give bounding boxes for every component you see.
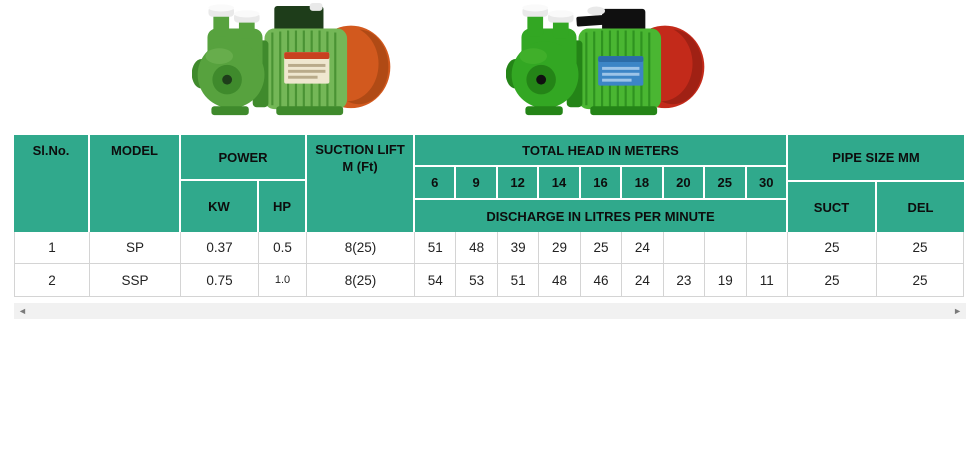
pump-photo-sp xyxy=(192,3,391,116)
header-head-9: 9 xyxy=(456,167,498,198)
cell-discharge-group: 51 48 39 29 25 24 xyxy=(415,232,788,264)
cell-suct: 25 xyxy=(788,232,877,264)
cell-kw: 0.37 xyxy=(181,232,259,264)
cell-discharge-14: 29 xyxy=(539,232,581,264)
cell-del: 25 xyxy=(877,232,964,264)
cell-sl-no: 2 xyxy=(14,264,90,297)
table-header: Sl.No. MODEL POWER KW HP SUCTION LIFT M … xyxy=(14,135,964,232)
cell-discharge-group: 54 53 51 48 46 24 23 19 11 xyxy=(415,264,788,297)
cell-discharge-30 xyxy=(746,232,788,264)
cell-discharge-25 xyxy=(705,232,747,264)
cell-discharge-20 xyxy=(663,232,706,264)
scroll-right-arrow-icon[interactable]: ► xyxy=(953,306,962,316)
cell-del: 25 xyxy=(877,264,964,297)
header-total-head-group: TOTAL HEAD IN METERS 6 9 12 14 16 18 20 … xyxy=(415,135,788,232)
cell-discharge-16: 25 xyxy=(580,232,623,264)
cell-discharge-25: 19 xyxy=(705,264,747,297)
header-pipe-size-group: PIPE SIZE MM SUCT DEL xyxy=(788,135,964,232)
header-power: POWER xyxy=(181,135,305,181)
header-head-30: 30 xyxy=(758,175,774,190)
header-head-16: 16 xyxy=(581,167,623,198)
pump-spec-table: Sl.No. MODEL POWER KW HP SUCTION LIFT M … xyxy=(14,135,964,297)
cell-sl-no: 1 xyxy=(14,232,90,264)
header-kw: KW xyxy=(181,181,259,232)
header-head-12: 12 xyxy=(498,167,540,198)
cell-discharge-18: 24 xyxy=(622,264,664,297)
cell-discharge-12: 51 xyxy=(497,264,540,297)
horizontal-scrollbar[interactable]: ◄ ► xyxy=(14,303,966,319)
cell-discharge-6: 51 xyxy=(415,232,457,264)
cell-kw: 0.75 xyxy=(181,264,259,297)
cell-hp: 0.5 xyxy=(259,232,307,264)
header-head-values: 6 9 12 14 16 18 20 25 30 xyxy=(415,167,786,200)
header-total-head: TOTAL HEAD IN METERS xyxy=(415,135,786,167)
header-head-6: 6 xyxy=(415,167,457,198)
header-head-18: 18 xyxy=(622,167,664,198)
cell-discharge-6: 54 xyxy=(415,264,457,297)
header-power-group: POWER KW HP xyxy=(181,135,307,232)
cell-discharge-18: 24 xyxy=(622,232,664,264)
cell-discharge-30: 11 xyxy=(746,264,788,297)
header-head-20: 20 xyxy=(664,167,706,198)
header-model: MODEL xyxy=(90,135,181,232)
cell-model: SSP xyxy=(90,264,181,297)
cell-discharge-16: 46 xyxy=(580,264,623,297)
cell-discharge-14: 48 xyxy=(539,264,581,297)
header-head-14: 14 xyxy=(539,167,581,198)
cell-discharge-20: 23 xyxy=(663,264,706,297)
header-sl-no: Sl.No. xyxy=(14,135,90,232)
table-row-ssp: 2 SSP 0.75 1.0 8(25) 54 53 51 48 46 24 2… xyxy=(14,264,964,297)
header-del: DEL xyxy=(907,199,934,215)
scroll-left-arrow-icon[interactable]: ◄ xyxy=(18,306,27,316)
cell-suction-lift: 8(25) xyxy=(307,232,415,264)
cell-discharge-12: 39 xyxy=(497,232,540,264)
cell-model: SP xyxy=(90,232,181,264)
header-pipe-size: PIPE SIZE MM xyxy=(788,135,964,182)
cell-discharge-9: 53 xyxy=(456,264,498,297)
cell-discharge-9: 48 xyxy=(456,232,498,264)
header-discharge: DISCHARGE IN LITRES PER MINUTE xyxy=(486,208,715,224)
cell-suct: 25 xyxy=(788,264,877,297)
header-suct: SUCT xyxy=(788,182,877,232)
cell-suction-lift: 8(25) xyxy=(307,264,415,297)
header-hp: HP xyxy=(272,199,292,214)
header-suction-lift: SUCTION LIFT M (Ft) xyxy=(307,135,415,232)
cell-hp: 1.0 xyxy=(259,264,307,297)
header-head-25: 25 xyxy=(705,167,747,198)
table-row-sp: 1 SP 0.37 0.5 8(25) 51 48 39 29 25 24 25… xyxy=(14,232,964,264)
pump-photo-ssp xyxy=(506,4,705,116)
